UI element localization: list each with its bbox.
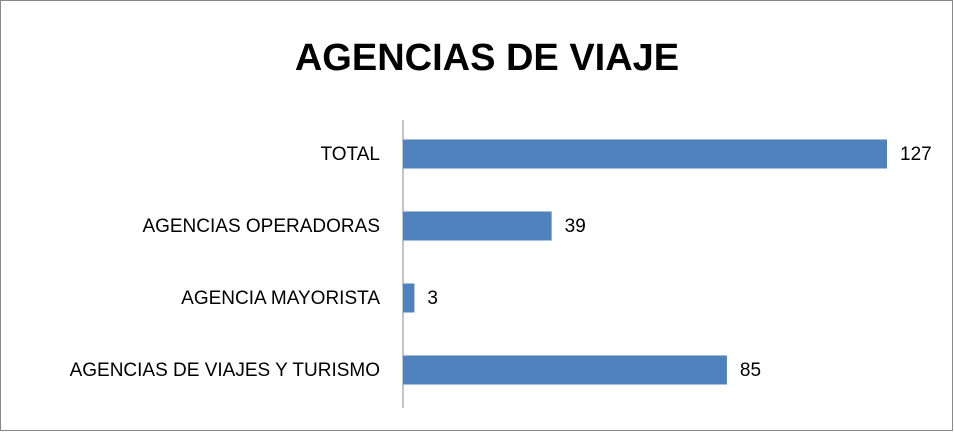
bar [403,355,727,385]
bar [403,211,552,241]
data-label: 39 [565,216,586,237]
y-tick-label: AGENCIAS OPERADORAS [142,216,380,237]
y-tick-label: TOTAL [321,144,380,165]
data-label: 3 [427,288,438,309]
chart-title: AGENCIAS DE VIAJE [295,37,679,79]
data-label: 127 [900,144,932,165]
bar [403,283,415,313]
y-tick-label: AGENCIA MAYORISTA [181,288,380,309]
y-tick-label: AGENCIAS DE VIAJES Y TURISMO [70,360,380,381]
data-label: 85 [740,360,761,381]
bar [403,139,887,169]
